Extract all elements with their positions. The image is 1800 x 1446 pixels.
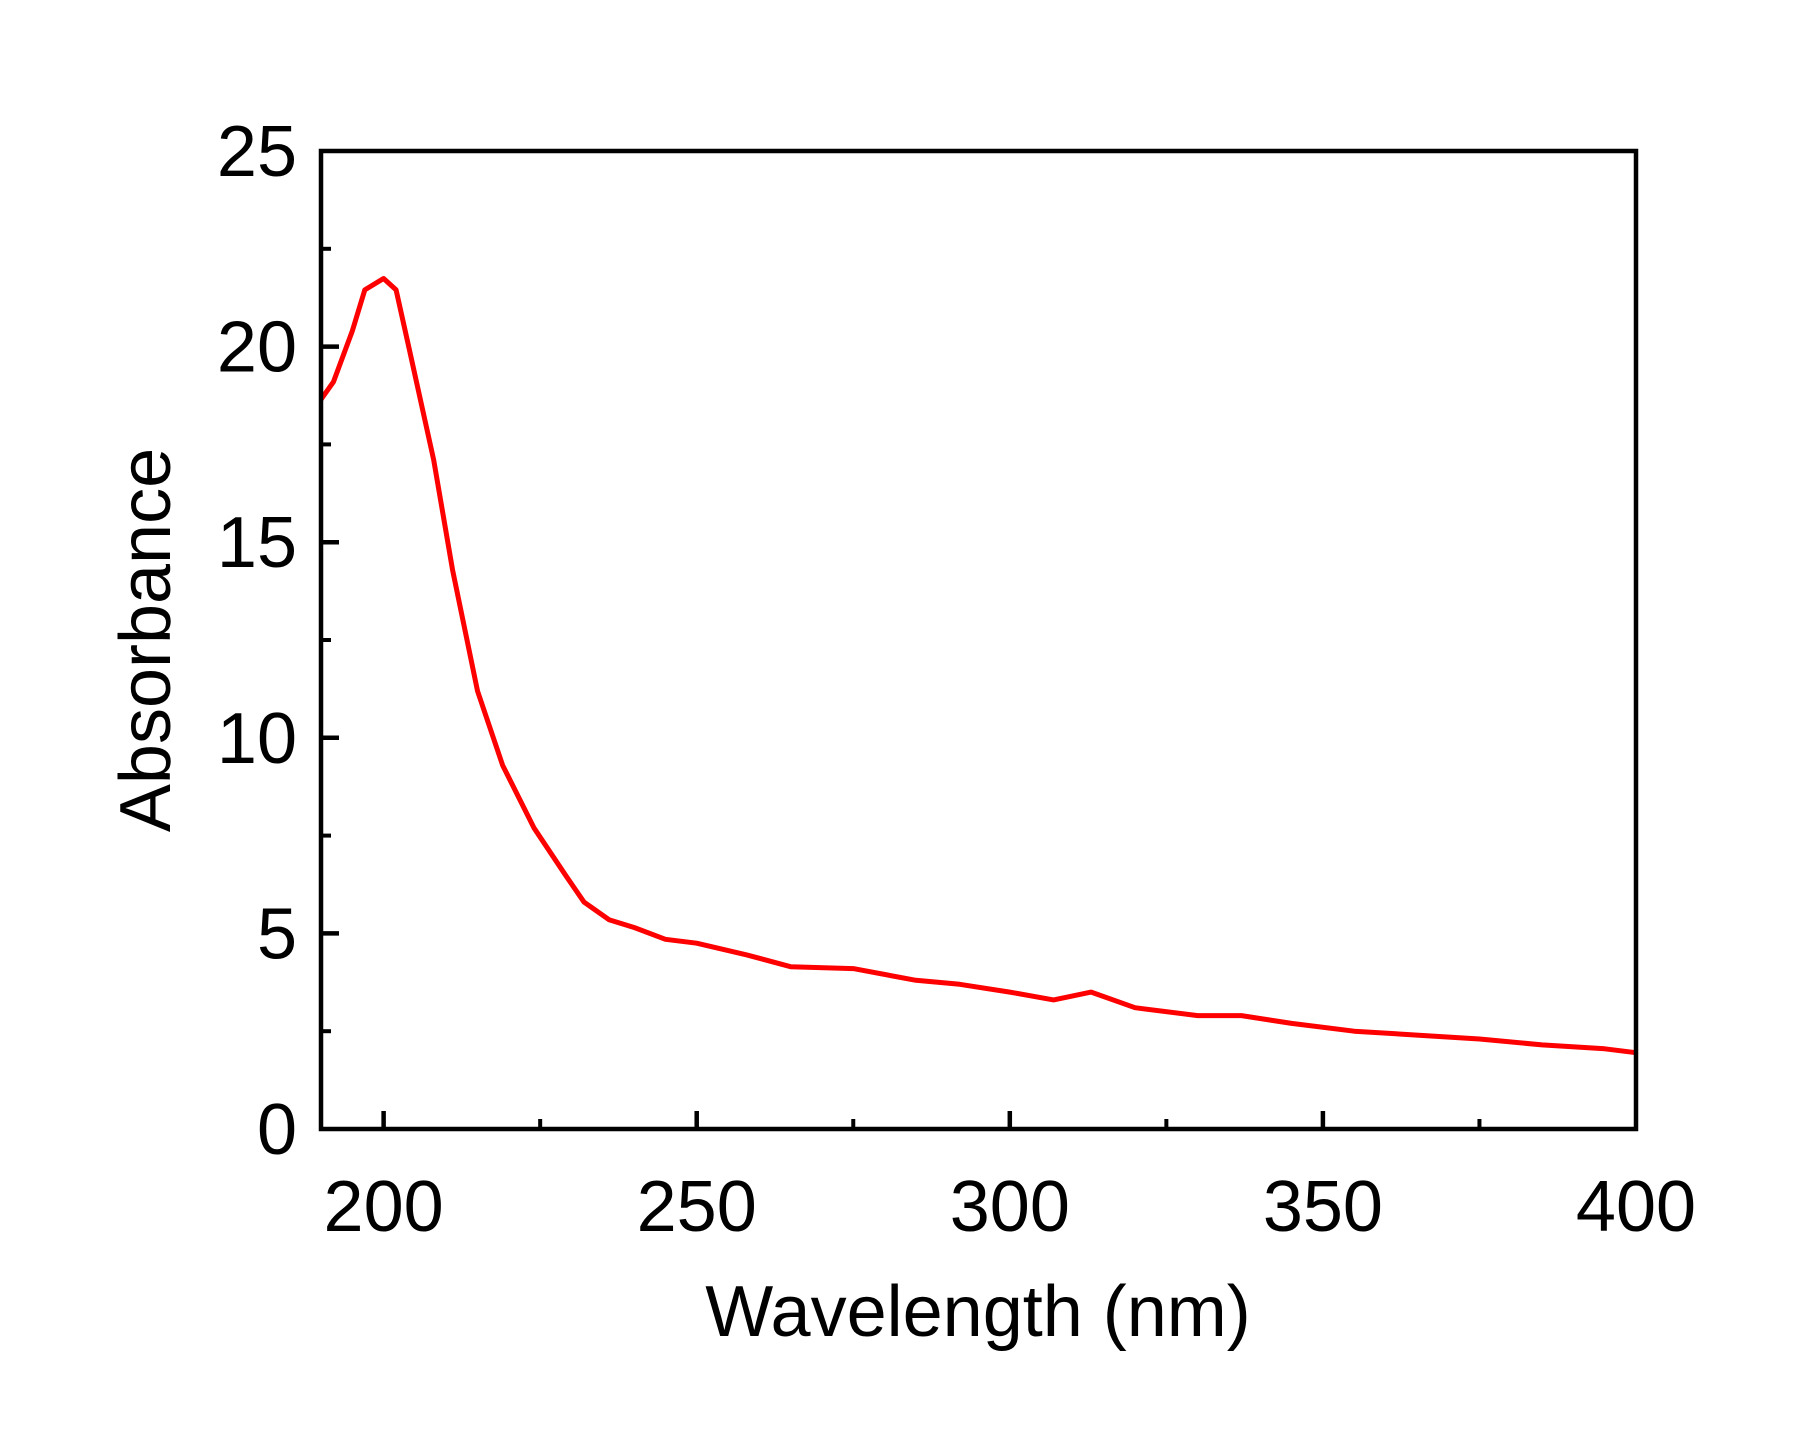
y-tick-label: 20 — [217, 308, 297, 388]
x-tick-label: 200 — [324, 1167, 444, 1247]
y-axis-title: Absorbance — [106, 448, 186, 832]
x-tick-label: 400 — [1576, 1167, 1696, 1247]
y-tick-label: 15 — [217, 503, 297, 583]
x-tick-labels: 200 250 300 350 400 — [324, 1167, 1697, 1247]
x-tick-label: 250 — [637, 1167, 757, 1247]
x-axis-title: Wavelength (nm) — [705, 1272, 1251, 1352]
series-line — [318, 276, 1637, 1056]
plot-frame — [318, 148, 1639, 1132]
y-tick-labels: 0 5 10 15 20 25 — [217, 112, 297, 1170]
x-tick-label: 300 — [950, 1167, 1070, 1247]
x-tick-label: 350 — [1263, 1167, 1383, 1247]
y-tick-label: 25 — [217, 112, 297, 192]
y-tick-label: 0 — [257, 1090, 297, 1170]
y-tick-label: 10 — [217, 699, 297, 779]
ticks — [321, 246, 1482, 1129]
y-tick-label: 5 — [257, 894, 297, 974]
